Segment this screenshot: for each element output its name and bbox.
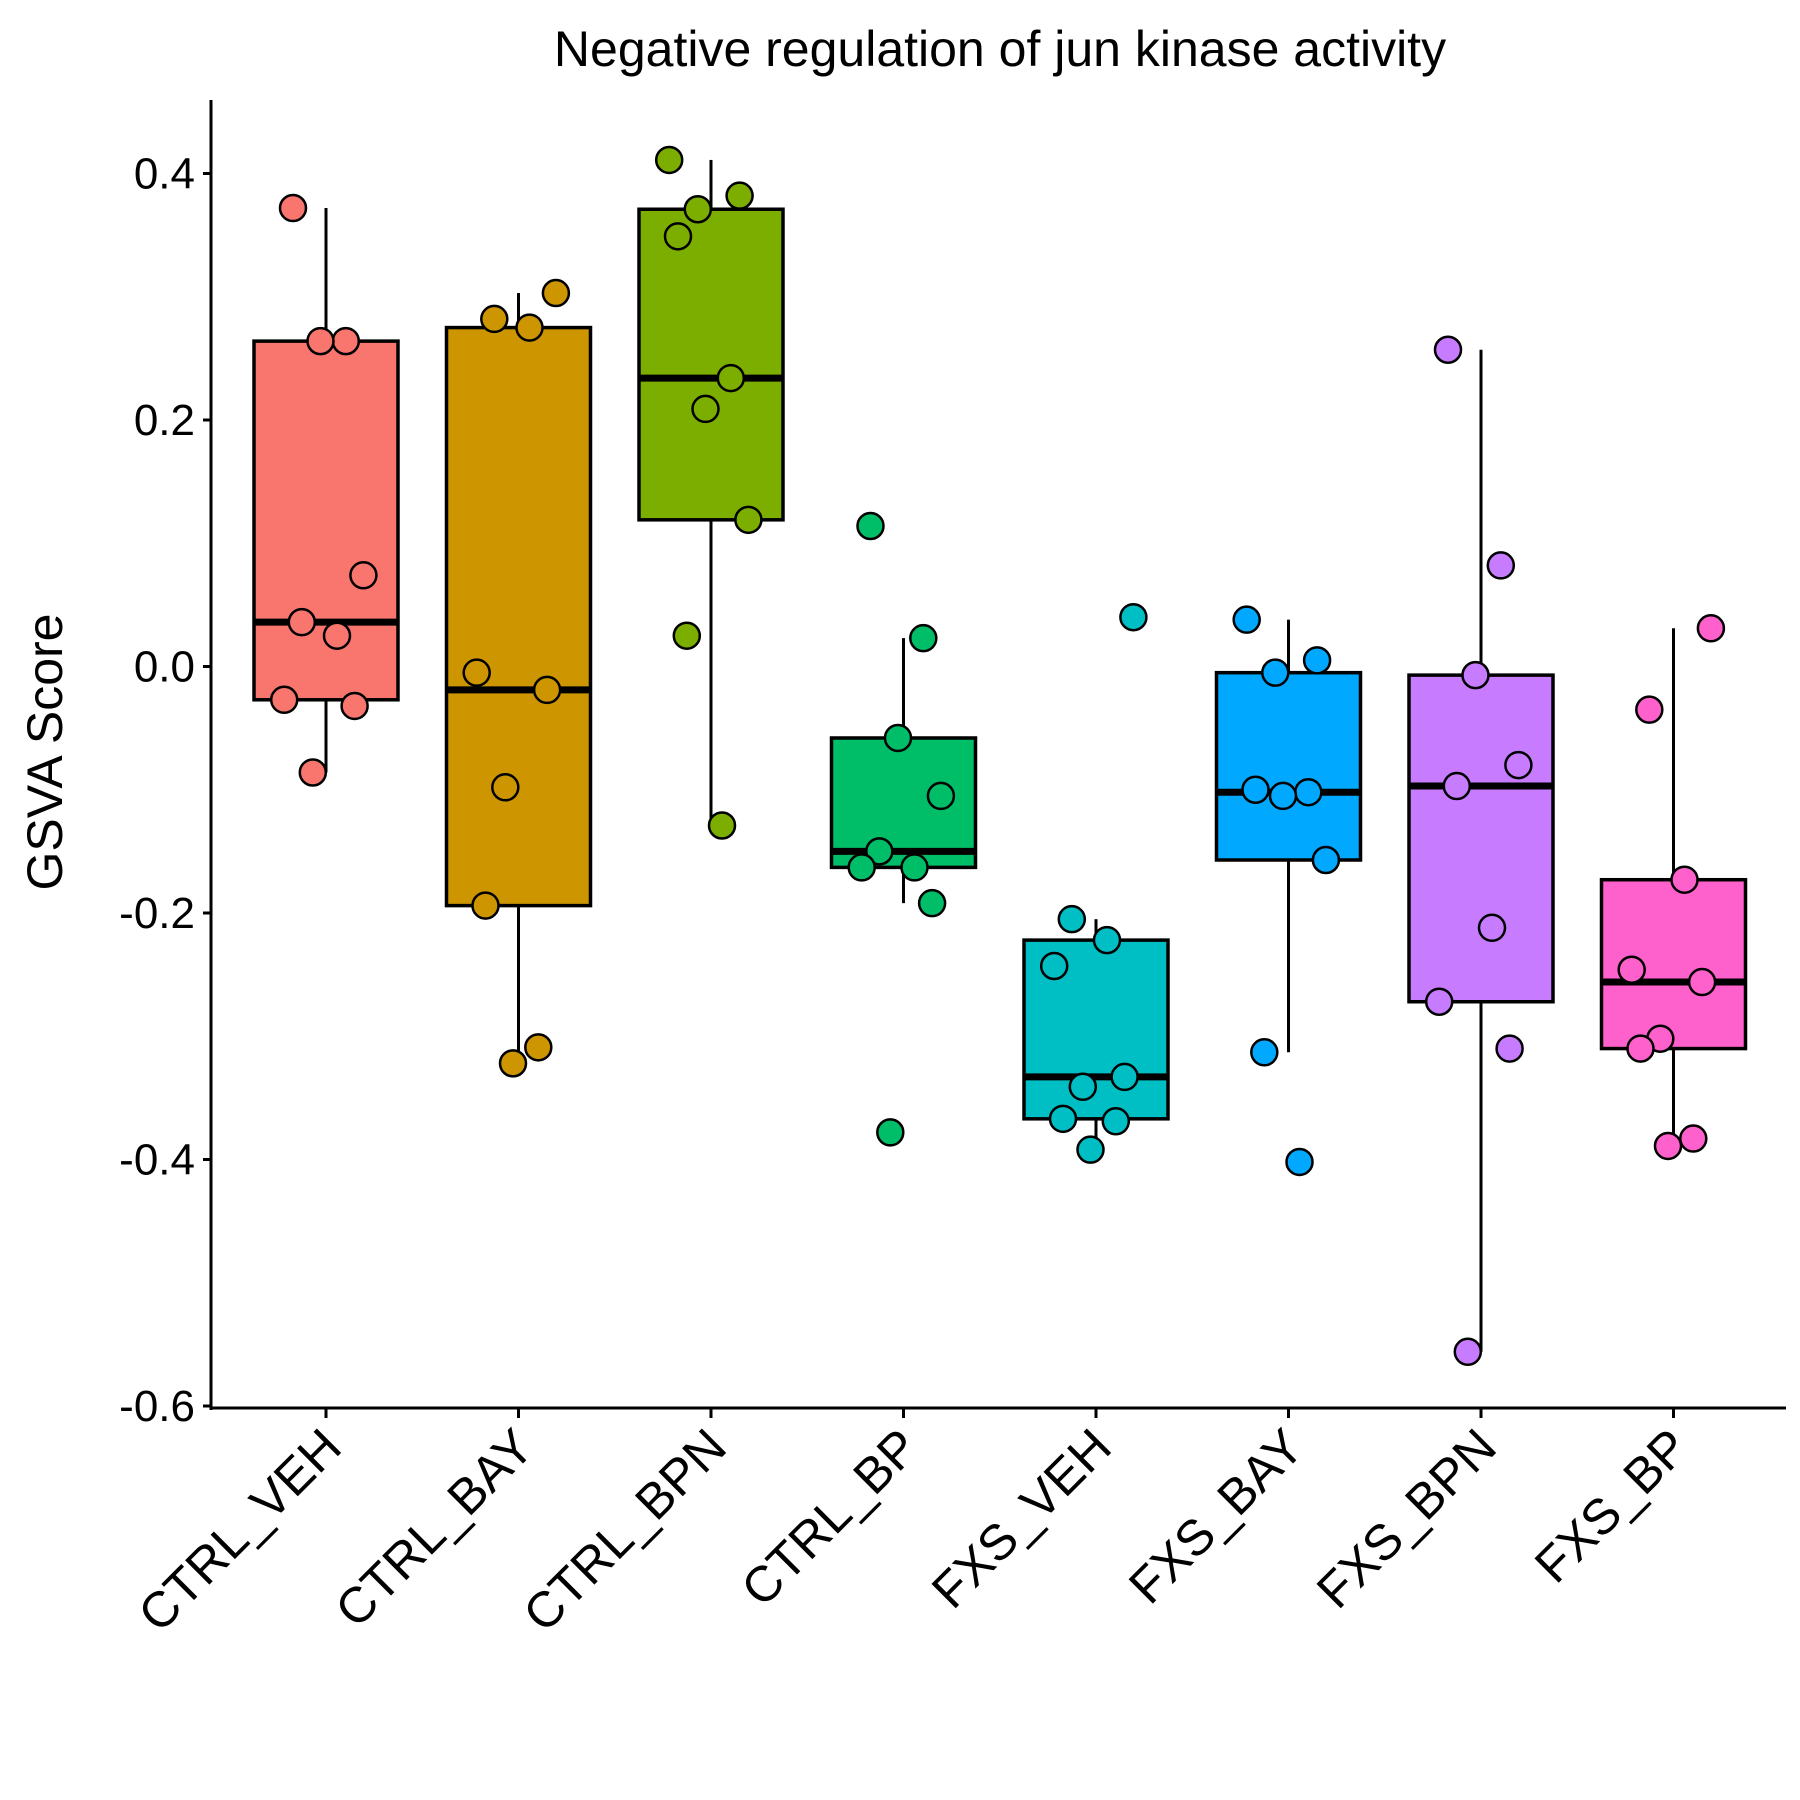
data-point <box>1261 658 1290 687</box>
data-point <box>926 781 956 811</box>
data-point <box>1311 845 1341 875</box>
data-point <box>1232 605 1261 634</box>
y-tick-label: 0.4 <box>134 150 195 199</box>
x-tick-label: FXS_BPN <box>1306 1418 1507 1619</box>
data-point <box>909 623 938 653</box>
data-point <box>707 811 737 840</box>
data-point <box>541 278 571 308</box>
x-tick-label: FXS_BAY <box>1118 1418 1314 1614</box>
data-point <box>269 685 299 715</box>
x-tick-label: FXS_VEH <box>921 1418 1122 1619</box>
y-tick-label: 0.2 <box>134 396 195 445</box>
data-point <box>322 621 352 650</box>
data-point <box>1687 967 1717 997</box>
data-point <box>1048 1104 1078 1134</box>
data-point <box>1617 955 1646 984</box>
data-point <box>1635 695 1664 724</box>
data-point <box>1670 865 1699 894</box>
x-tick-label: CTRL_BPN <box>512 1418 736 1642</box>
data-point <box>1424 987 1454 1016</box>
data-point <box>524 1033 553 1062</box>
box <box>1214 670 1363 862</box>
data-point <box>1495 1034 1524 1063</box>
data-point <box>734 505 763 535</box>
data-point <box>1294 777 1323 807</box>
data-point <box>1486 551 1516 580</box>
data-point <box>1477 913 1507 943</box>
data-point <box>1057 904 1087 934</box>
data-point <box>847 853 876 882</box>
x-tick-label: CTRL_VEH <box>127 1418 351 1642</box>
data-point <box>1302 646 1332 675</box>
data-point <box>462 658 491 687</box>
data-point <box>1268 781 1298 811</box>
data-point <box>532 675 562 705</box>
y-tick-label: 0.0 <box>134 643 195 692</box>
y-tick-label: -0.6 <box>119 1382 195 1431</box>
axes <box>209 100 1786 1410</box>
data-point <box>287 607 317 637</box>
data-point <box>1068 1072 1098 1102</box>
data-point <box>1101 1107 1131 1136</box>
box <box>252 339 400 702</box>
data-point <box>491 773 520 802</box>
data-point <box>1092 925 1122 955</box>
data-point <box>716 363 746 393</box>
data-points <box>269 145 1726 1367</box>
data-point <box>1696 614 1726 643</box>
data-point <box>1653 1131 1683 1161</box>
data-point <box>480 304 509 334</box>
data-point <box>1679 1124 1708 1153</box>
y-axis-title: GSVA Score <box>17 614 73 891</box>
chart-title: Negative regulation of jun kinase activi… <box>554 21 1446 77</box>
data-point <box>1241 775 1270 804</box>
data-point <box>1433 335 1463 364</box>
data-point <box>498 1049 528 1078</box>
data-point <box>1110 1062 1139 1092</box>
x-tick-label: FXS_BP <box>1524 1418 1699 1593</box>
data-point <box>683 194 713 224</box>
data-point <box>340 691 369 721</box>
data-point <box>1626 1034 1655 1063</box>
data-point <box>1453 1337 1483 1367</box>
data-point <box>1285 1147 1314 1177</box>
x-ticks: CTRL_VEHCTRL_BAYCTRL_BPNCTRL_BPFXS_VEHFX… <box>127 1408 1699 1642</box>
data-point <box>1442 771 1472 801</box>
box <box>444 325 593 908</box>
data-point <box>1119 602 1148 632</box>
y-tick-label: -0.4 <box>119 1136 195 1185</box>
data-point <box>917 888 947 918</box>
x-tick-label: CTRL_BP <box>731 1418 930 1617</box>
data-point <box>691 394 720 424</box>
data-point <box>876 1118 905 1147</box>
data-point <box>865 837 894 866</box>
data-point <box>306 326 335 356</box>
boxes <box>252 159 1748 1352</box>
data-point <box>654 145 684 175</box>
data-point <box>1039 951 1069 981</box>
data-point <box>331 326 361 356</box>
data-point <box>515 313 544 342</box>
data-point <box>471 891 500 920</box>
y-ticks: 0.4 0.2 0.0 -0.2 -0.4 -0.6 <box>119 150 211 1431</box>
data-point <box>725 181 754 210</box>
data-point <box>298 758 328 787</box>
data-point <box>672 621 702 650</box>
data-point <box>278 193 308 223</box>
data-point <box>349 561 378 590</box>
y-tick-label: -0.2 <box>119 889 195 938</box>
data-point <box>1250 1038 1279 1067</box>
data-point <box>900 853 929 882</box>
box <box>1407 673 1555 1004</box>
data-point <box>856 511 885 541</box>
box <box>637 207 785 522</box>
data-point <box>663 222 693 251</box>
data-point <box>883 723 913 753</box>
data-point <box>1504 750 1533 780</box>
data-point <box>1461 660 1490 690</box>
data-point <box>1076 1135 1105 1164</box>
x-tick-label: CTRL_BAY <box>325 1418 545 1638</box>
